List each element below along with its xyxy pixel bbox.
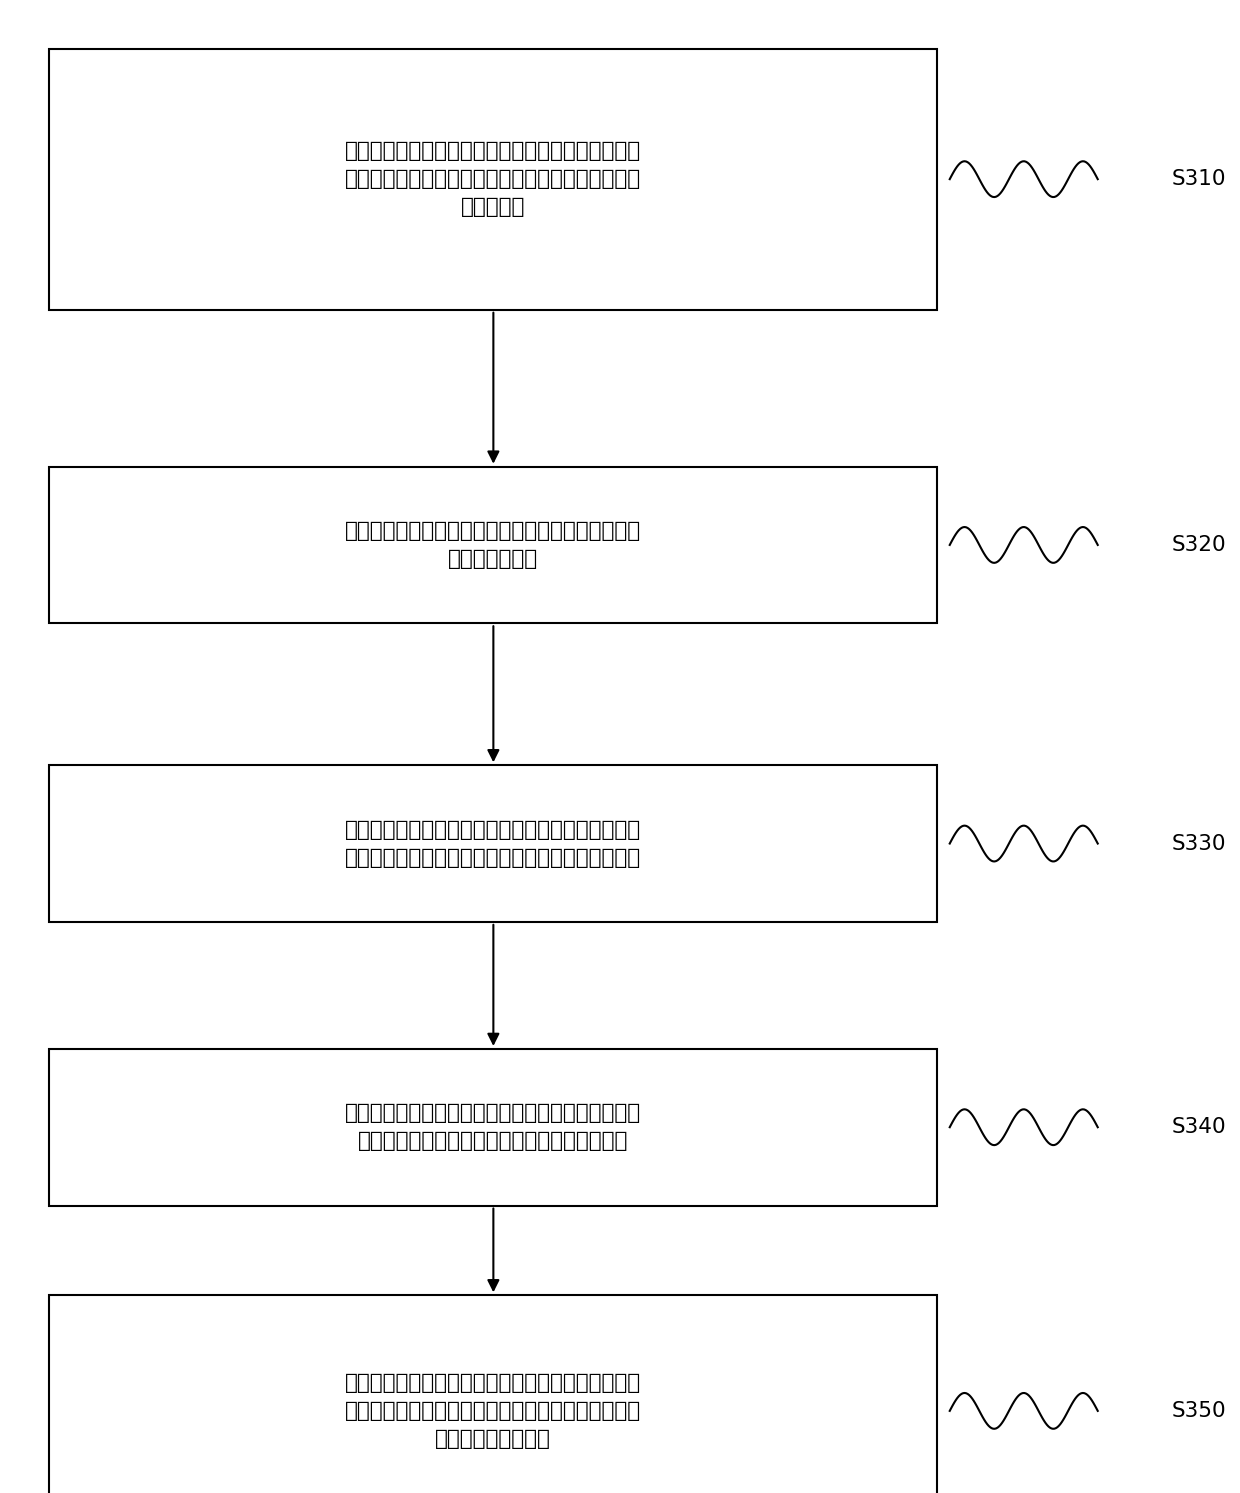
FancyBboxPatch shape (50, 1294, 937, 1493)
Text: S310: S310 (1172, 169, 1226, 190)
Text: S340: S340 (1172, 1117, 1226, 1138)
Text: S350: S350 (1172, 1400, 1226, 1421)
Text: S330: S330 (1172, 833, 1226, 854)
Text: 飞行控制器在喷洒试验中确定无人机上运载的第一待
喷洒药剂全部喷洒完成时，获取霍尔流量计反馈的累
计测量流量: 飞行控制器在喷洒试验中确定无人机上运载的第一待 喷洒药剂全部喷洒完成时，获取霍尔… (345, 142, 641, 216)
FancyBboxPatch shape (50, 466, 937, 624)
Text: 飞行控制器在正式植保作业（喷洒第一待喷洒药剂）
过程中实时获取霍尔流量计反馈的累计测量流量: 飞行控制器在正式植保作业（喷洒第一待喷洒药剂） 过程中实时获取霍尔流量计反馈的累… (345, 1103, 641, 1151)
FancyBboxPatch shape (50, 49, 937, 311)
FancyBboxPatch shape (50, 764, 937, 921)
Text: 飞行控制器获取霍尔流量计的第一校准系数，并根据
第一校准系数对累计测量流量进行校准，实时获取校
准后的实际喷洒流量: 飞行控制器获取霍尔流量计的第一校准系数，并根据 第一校准系数对累计测量流量进行校… (345, 1374, 641, 1448)
Text: S320: S320 (1172, 534, 1226, 555)
Text: 飞行控制器获取地面站或用户端发送的第一待喷洒药
剂的实际运载量: 飞行控制器获取地面站或用户端发送的第一待喷洒药 剂的实际运载量 (345, 521, 641, 569)
Text: 飞行控制器根据第一待喷洒物质的实际运载量以及累
计测量流量，确定霍尔流量计的第一校准系数并保存: 飞行控制器根据第一待喷洒物质的实际运载量以及累 计测量流量，确定霍尔流量计的第一… (345, 820, 641, 867)
FancyBboxPatch shape (50, 1048, 937, 1206)
